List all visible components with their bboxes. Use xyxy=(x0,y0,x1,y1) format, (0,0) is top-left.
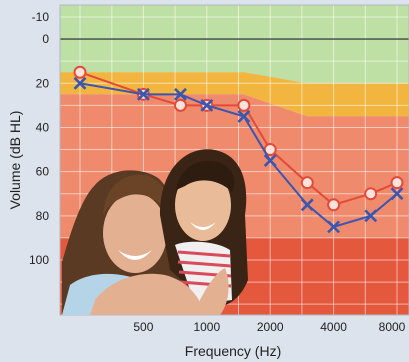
series-1-point xyxy=(364,209,378,223)
x-tick-label: 8000 xyxy=(379,320,406,334)
series-1-point xyxy=(73,76,87,90)
x-tick-label: 500 xyxy=(133,320,153,334)
series-1-point xyxy=(300,198,314,212)
plot-frame xyxy=(59,4,409,316)
series-0-line xyxy=(79,71,398,206)
series-0-point xyxy=(173,98,187,112)
series-1-line xyxy=(79,82,398,228)
series-0-point xyxy=(73,65,87,79)
x-tick-label: 4000 xyxy=(320,320,347,334)
y-tick-label: 40 xyxy=(36,120,50,134)
x-axis-title: Frequency (Hz) xyxy=(185,343,281,359)
series-1-point xyxy=(327,220,341,234)
x-tick-label: 2000 xyxy=(257,320,284,334)
y-axis-title: Volume (dB HL) xyxy=(7,111,23,210)
series-1-point xyxy=(174,87,187,101)
band-3-right xyxy=(397,237,409,315)
y-axis-ticks: -10 0 20 40 60 80 100 xyxy=(29,10,49,267)
series-1-point xyxy=(390,187,404,201)
band-1-right xyxy=(397,83,409,117)
band-2-left xyxy=(60,94,80,238)
y-tick-label: 20 xyxy=(36,76,50,90)
y-tick-label: 80 xyxy=(36,209,50,223)
series-1-point xyxy=(200,98,214,112)
y-tick-label: -10 xyxy=(32,10,50,24)
y-tick-label: 60 xyxy=(36,165,50,179)
series-1-point xyxy=(263,154,277,168)
series-0-point xyxy=(300,176,314,190)
y-tick-label: 0 xyxy=(42,32,49,46)
family-photo xyxy=(62,149,248,315)
band-2-right xyxy=(397,116,409,238)
series-1-point xyxy=(136,87,150,101)
y-tick-label: 100 xyxy=(29,253,49,267)
series-0-point xyxy=(364,187,378,201)
series-0-point xyxy=(390,176,404,190)
band-top xyxy=(60,5,409,40)
band-0-left xyxy=(60,39,80,73)
series-0-point xyxy=(327,198,341,212)
x-tick-label: 1000 xyxy=(193,320,220,334)
x-axis-ticks: 500 1000 2000 4000 8000 xyxy=(133,320,405,334)
series-1-point xyxy=(237,109,251,123)
data-series xyxy=(73,65,404,234)
series-0-point xyxy=(237,98,251,112)
